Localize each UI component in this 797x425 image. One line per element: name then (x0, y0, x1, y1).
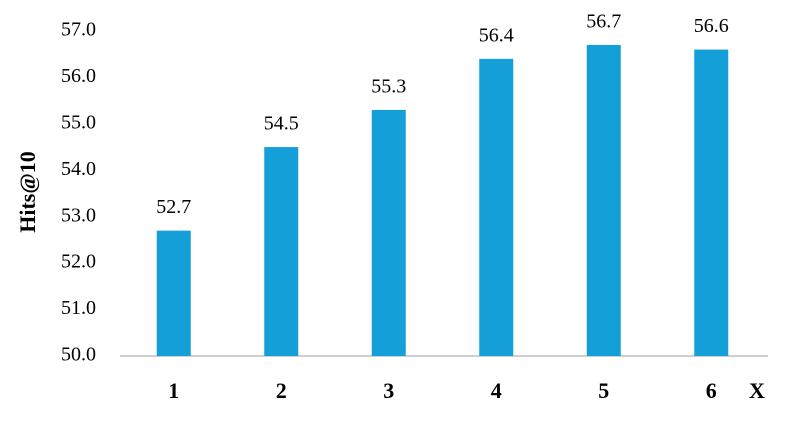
x-tick-label: 1 (168, 378, 179, 403)
x-tick-label: 5 (598, 378, 609, 403)
data-label: 55.3 (371, 76, 406, 98)
bar (156, 230, 191, 356)
x-axis-label: X (749, 378, 765, 403)
bar (694, 49, 729, 356)
y-tick-label: 53.0 (61, 204, 96, 226)
y-tick-label: 57.0 (61, 19, 96, 41)
y-tick-label: 51.0 (61, 297, 96, 319)
data-label: 52.7 (156, 196, 191, 218)
x-tick-label: 2 (276, 378, 287, 403)
data-label: 56.7 (586, 11, 621, 33)
data-label: 56.6 (694, 15, 729, 37)
y-tick-label: 50.0 (61, 344, 96, 366)
x-tick-label: 3 (383, 378, 394, 403)
y-tick-label: 54.0 (61, 158, 96, 180)
bar (479, 58, 514, 356)
data-label: 56.4 (479, 24, 514, 46)
x-tick-label: 4 (491, 378, 502, 403)
y-tick-label: 55.0 (61, 111, 96, 133)
bar (371, 109, 406, 356)
y-tick-label: 52.0 (61, 251, 96, 273)
x-tick-label: 6 (706, 378, 717, 403)
data-label: 54.5 (264, 113, 299, 135)
bar (264, 147, 299, 356)
y-tick-label: 56.0 (61, 65, 96, 87)
y-axis-label: Hits@10 (15, 151, 40, 233)
bar (586, 44, 621, 357)
